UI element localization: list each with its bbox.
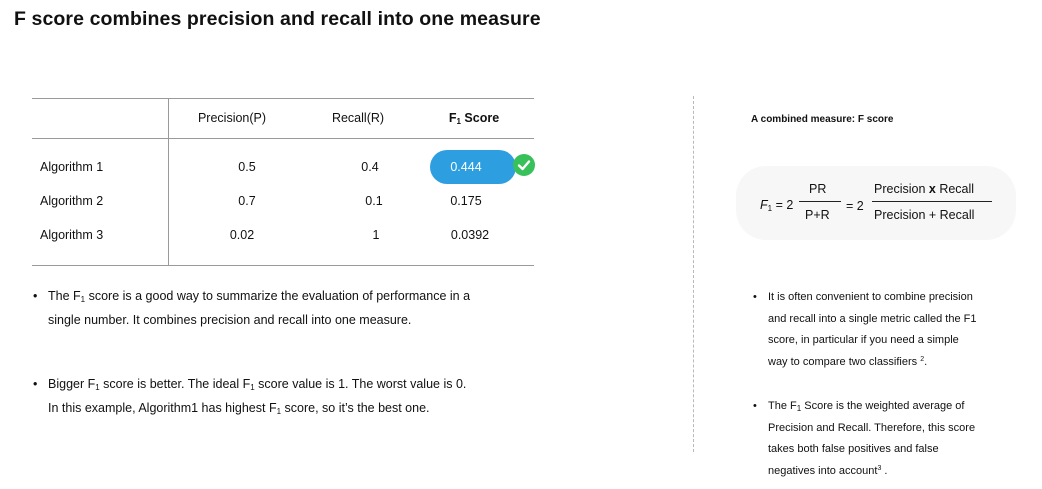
bullet-dot: • — [33, 289, 38, 303]
formula-num-words: Precision x Recall — [874, 182, 975, 196]
formula-den-pr: P+R — [805, 208, 830, 222]
bullet-dot: • — [753, 291, 757, 303]
table-header-rule — [32, 138, 534, 139]
bullet-line: score, in particular if you need a simpl… — [768, 334, 959, 346]
bullet-dot: • — [33, 377, 38, 391]
cell-f1: 0.0392 — [450, 228, 490, 242]
column-divider — [693, 96, 694, 452]
cell-precision: 0.5 — [238, 160, 256, 174]
right-heading: A combined measure: F score — [751, 114, 894, 125]
cell-f1: 0.175 — [450, 194, 482, 208]
row-name: Algorithm 3 — [40, 228, 104, 242]
formula-fraction-line — [872, 201, 992, 202]
right-bullet-weighted: • The F1 Score is the weighted average o… — [753, 396, 1013, 482]
right-bullet-convenient: • It is often convenient to combine prec… — [753, 287, 1013, 373]
cell-precision: 0.7 — [238, 194, 256, 208]
row-name: Algorithm 1 — [40, 160, 104, 174]
cell-f1-best: 0.444 — [450, 160, 482, 174]
table-bottom-rule — [32, 265, 534, 266]
bullet-line: It is often convenient to combine precis… — [768, 291, 973, 303]
bullet-dot: • — [753, 400, 757, 412]
header-precision: Precision(P) — [197, 111, 267, 125]
table-top-rule — [32, 98, 534, 99]
row-name: Algorithm 2 — [40, 194, 104, 208]
check-icon — [513, 154, 535, 176]
page-title: F score combines precision and recall in… — [14, 8, 541, 30]
bullet-line: and recall into a single metric called t… — [768, 312, 977, 325]
formula-box: F1 = 2 PR P+R = 2 Precision x Recall Pre… — [736, 166, 1016, 240]
bullet-f1-summary: • The F1 score is a good way to summariz… — [33, 284, 470, 332]
cell-recall: 0.4 — [361, 160, 379, 174]
cell-recall: 1 — [372, 228, 380, 242]
bullet-line: Precision and Recall. Therefore, this sc… — [768, 421, 976, 434]
formula-fraction-line — [799, 201, 841, 202]
header-f1-score: F1 Score — [448, 111, 500, 126]
bullet-line: single number. It combines precision and… — [48, 313, 412, 327]
cell-recall: 0.1 — [365, 194, 383, 208]
formula-eq2: = 2 — [846, 199, 864, 213]
formula-den-words: Precision + Recall — [874, 208, 975, 222]
formula-f1: F1 = 2 — [760, 198, 794, 213]
highlight-pill — [430, 150, 516, 184]
header-recall: Recall(R) — [331, 111, 385, 125]
formula-num-pr: PR — [809, 182, 827, 196]
bullet-line: takes both false positives and false — [768, 443, 939, 455]
cell-precision: 0.02 — [229, 228, 255, 242]
table-column-divider — [168, 98, 169, 265]
bullet-bigger-better: • Bigger F1 score is better. The ideal F… — [33, 372, 466, 420]
